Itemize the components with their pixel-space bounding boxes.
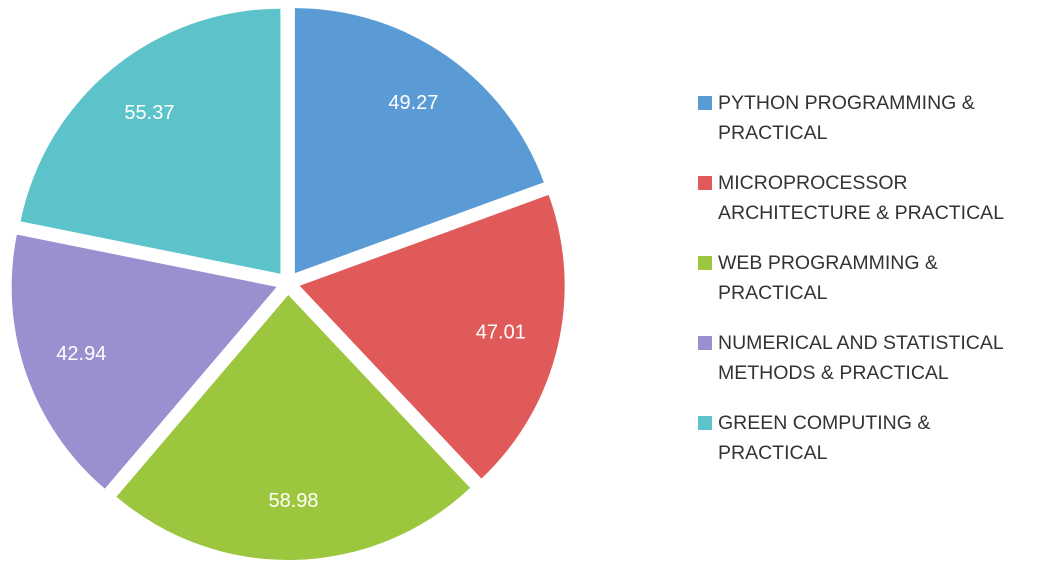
data-label: 47.01 xyxy=(476,322,526,344)
legend: PYTHON PROGRAMMING & PRACTICAL MICROPROCE… xyxy=(698,88,1043,488)
legend-item: MICROPROCESSOR ARCHITECTURE & PRACTICAL xyxy=(698,168,1043,228)
legend-item: NUMERICAL AND STATISTICAL METHODS & PRAC… xyxy=(698,328,1043,388)
data-label: 49.27 xyxy=(388,92,438,114)
pie-slice xyxy=(116,294,471,560)
pie-slice xyxy=(294,8,544,274)
legend-swatch xyxy=(698,176,712,190)
data-label: 58.98 xyxy=(268,490,318,512)
legend-label: NUMERICAL AND STATISTICAL METHODS & PRAC… xyxy=(718,332,1003,384)
legend-label: MICROPROCESSOR ARCHITECTURE & PRACTICAL xyxy=(718,172,1005,224)
legend-swatch xyxy=(698,336,712,350)
legend-label: GREEN COMPUTING & PRACTICAL xyxy=(718,412,931,464)
pie-slice xyxy=(299,194,565,479)
legend-swatch xyxy=(698,256,712,270)
legend-item: GREEN COMPUTING & PRACTICAL xyxy=(698,408,1043,468)
legend-item: PYTHON PROGRAMMING & PRACTICAL xyxy=(698,88,1043,148)
legend-label: WEB PROGRAMMING & PRACTICAL xyxy=(718,252,938,304)
legend-swatch xyxy=(698,96,712,110)
legend-label: PYTHON PROGRAMMING & PRACTICAL xyxy=(718,92,975,144)
pie-slice xyxy=(20,8,281,274)
data-label: 42.94 xyxy=(56,343,106,365)
data-label: 55.37 xyxy=(124,102,174,124)
pie-slice xyxy=(11,234,277,489)
legend-swatch xyxy=(698,416,712,430)
legend-item: WEB PROGRAMMING & PRACTICAL xyxy=(698,248,1043,308)
